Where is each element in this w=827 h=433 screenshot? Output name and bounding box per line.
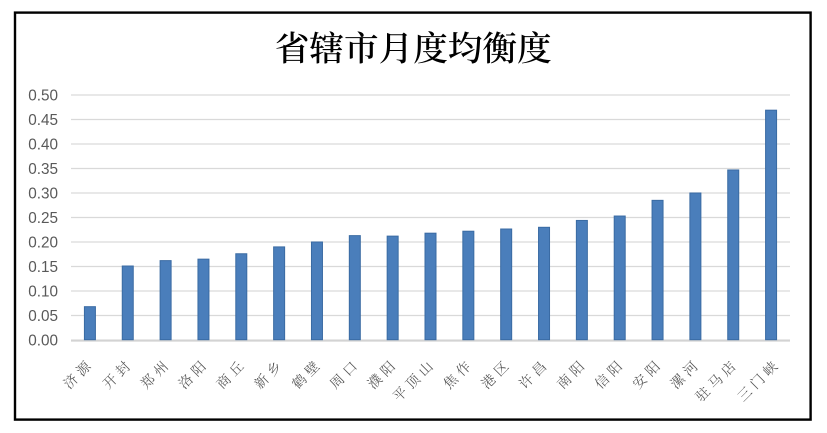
svg-text:0.30: 0.30 (28, 186, 58, 203)
svg-text:0.05: 0.05 (28, 308, 58, 325)
svg-text:0.00: 0.00 (28, 333, 58, 350)
svg-text:0.50: 0.50 (28, 88, 58, 105)
svg-text:0.25: 0.25 (28, 210, 58, 227)
svg-text:0.45: 0.45 (28, 112, 58, 129)
svg-text:0.15: 0.15 (28, 259, 58, 276)
svg-text:0.10: 0.10 (28, 284, 58, 301)
svg-text:0.40: 0.40 (28, 137, 58, 154)
svg-text:0.35: 0.35 (28, 161, 58, 178)
svg-text:0.20: 0.20 (28, 235, 58, 252)
